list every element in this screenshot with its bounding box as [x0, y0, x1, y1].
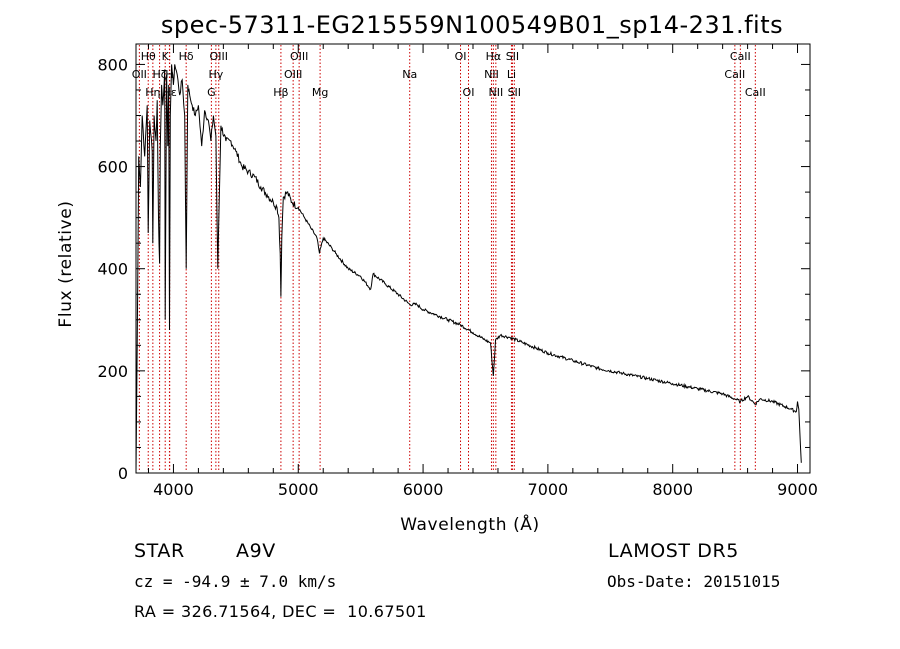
x-tick-label: 5000 — [278, 480, 319, 499]
y-axis-label: Flux (relative) — [56, 200, 76, 327]
line-marker-label: CaII — [724, 68, 745, 81]
line-marker-label: SII — [508, 86, 521, 99]
spectral-type: A9V — [236, 540, 276, 562]
line-marker-label: OIII — [290, 50, 308, 63]
line-marker-label: H — [165, 68, 173, 81]
observation-date: Obs-Date: 20151015 — [607, 572, 781, 591]
line-marker-label: OI — [455, 50, 467, 63]
line-marker-label: NII — [488, 86, 503, 99]
line-marker-label: OIII — [210, 50, 228, 63]
line-marker-label: CaII — [730, 50, 751, 63]
line-marker-label: Li — [507, 68, 516, 81]
line-marker-label: Hα — [486, 50, 502, 63]
plot-frame — [135, 43, 811, 474]
line-label-layer: Hθ OII Hη Hζ KH Hε Hδ G Hγ OIII Hβ OIII OIII Mg Na OI OI… — [132, 50, 766, 99]
x-axis-label: Wavelength (Å) — [400, 513, 540, 535]
redshift-velocity: cz = -94.9 ± 7.0 km/s — [134, 572, 337, 591]
y-tick-label: 400 — [97, 260, 128, 279]
survey-name: LAMOST DR5 — [608, 540, 739, 562]
line-marker-label: Hβ — [273, 86, 288, 99]
line-marker-label: SII — [506, 50, 519, 63]
y-tick-label: 600 — [97, 158, 128, 177]
y-tick-label: 0 — [118, 464, 128, 483]
line-marker-label: Mg — [312, 86, 328, 99]
line-marker-label: Hη — [145, 86, 160, 99]
line-marker-label: NII — [484, 68, 499, 81]
line-marker-label: G — [207, 86, 216, 99]
line-marker-label: Hθ — [141, 50, 156, 63]
line-marker-label: OI — [463, 86, 475, 99]
line-marker-label: Hδ — [179, 50, 194, 63]
line-marker-label: OIII — [284, 68, 302, 81]
line-marker-label: Hε — [163, 86, 177, 99]
axis-ticks: 4000 5000 6000 7000 8000 9000 0 200 400 600 800 — [97, 44, 818, 499]
x-tick-label: 6000 — [403, 480, 444, 499]
x-tick-label: 4000 — [153, 480, 194, 499]
spectrum-line — [135, 64, 802, 474]
line-marker-label: K — [162, 50, 170, 63]
coordinates: RA = 326.71564, DEC = 10.67501 — [134, 602, 427, 621]
chart-title: spec-57311-EG215559N100549B01_sp14-231.f… — [161, 11, 783, 39]
x-tick-label: 7000 — [528, 480, 569, 499]
line-marker-label: Na — [402, 68, 417, 81]
line-marker-label: CaII — [745, 86, 766, 99]
x-tick-label: 8000 — [652, 480, 693, 499]
line-marker-label: OII — [132, 68, 147, 81]
line-marker-label: Hζ — [152, 68, 166, 81]
line-marker-layer — [138, 45, 756, 472]
x-tick-label: 9000 — [777, 480, 818, 499]
object-class: STAR — [134, 540, 185, 562]
y-tick-label: 800 — [97, 55, 128, 74]
line-marker-label: Hγ — [208, 68, 223, 81]
y-tick-label: 200 — [97, 362, 128, 381]
